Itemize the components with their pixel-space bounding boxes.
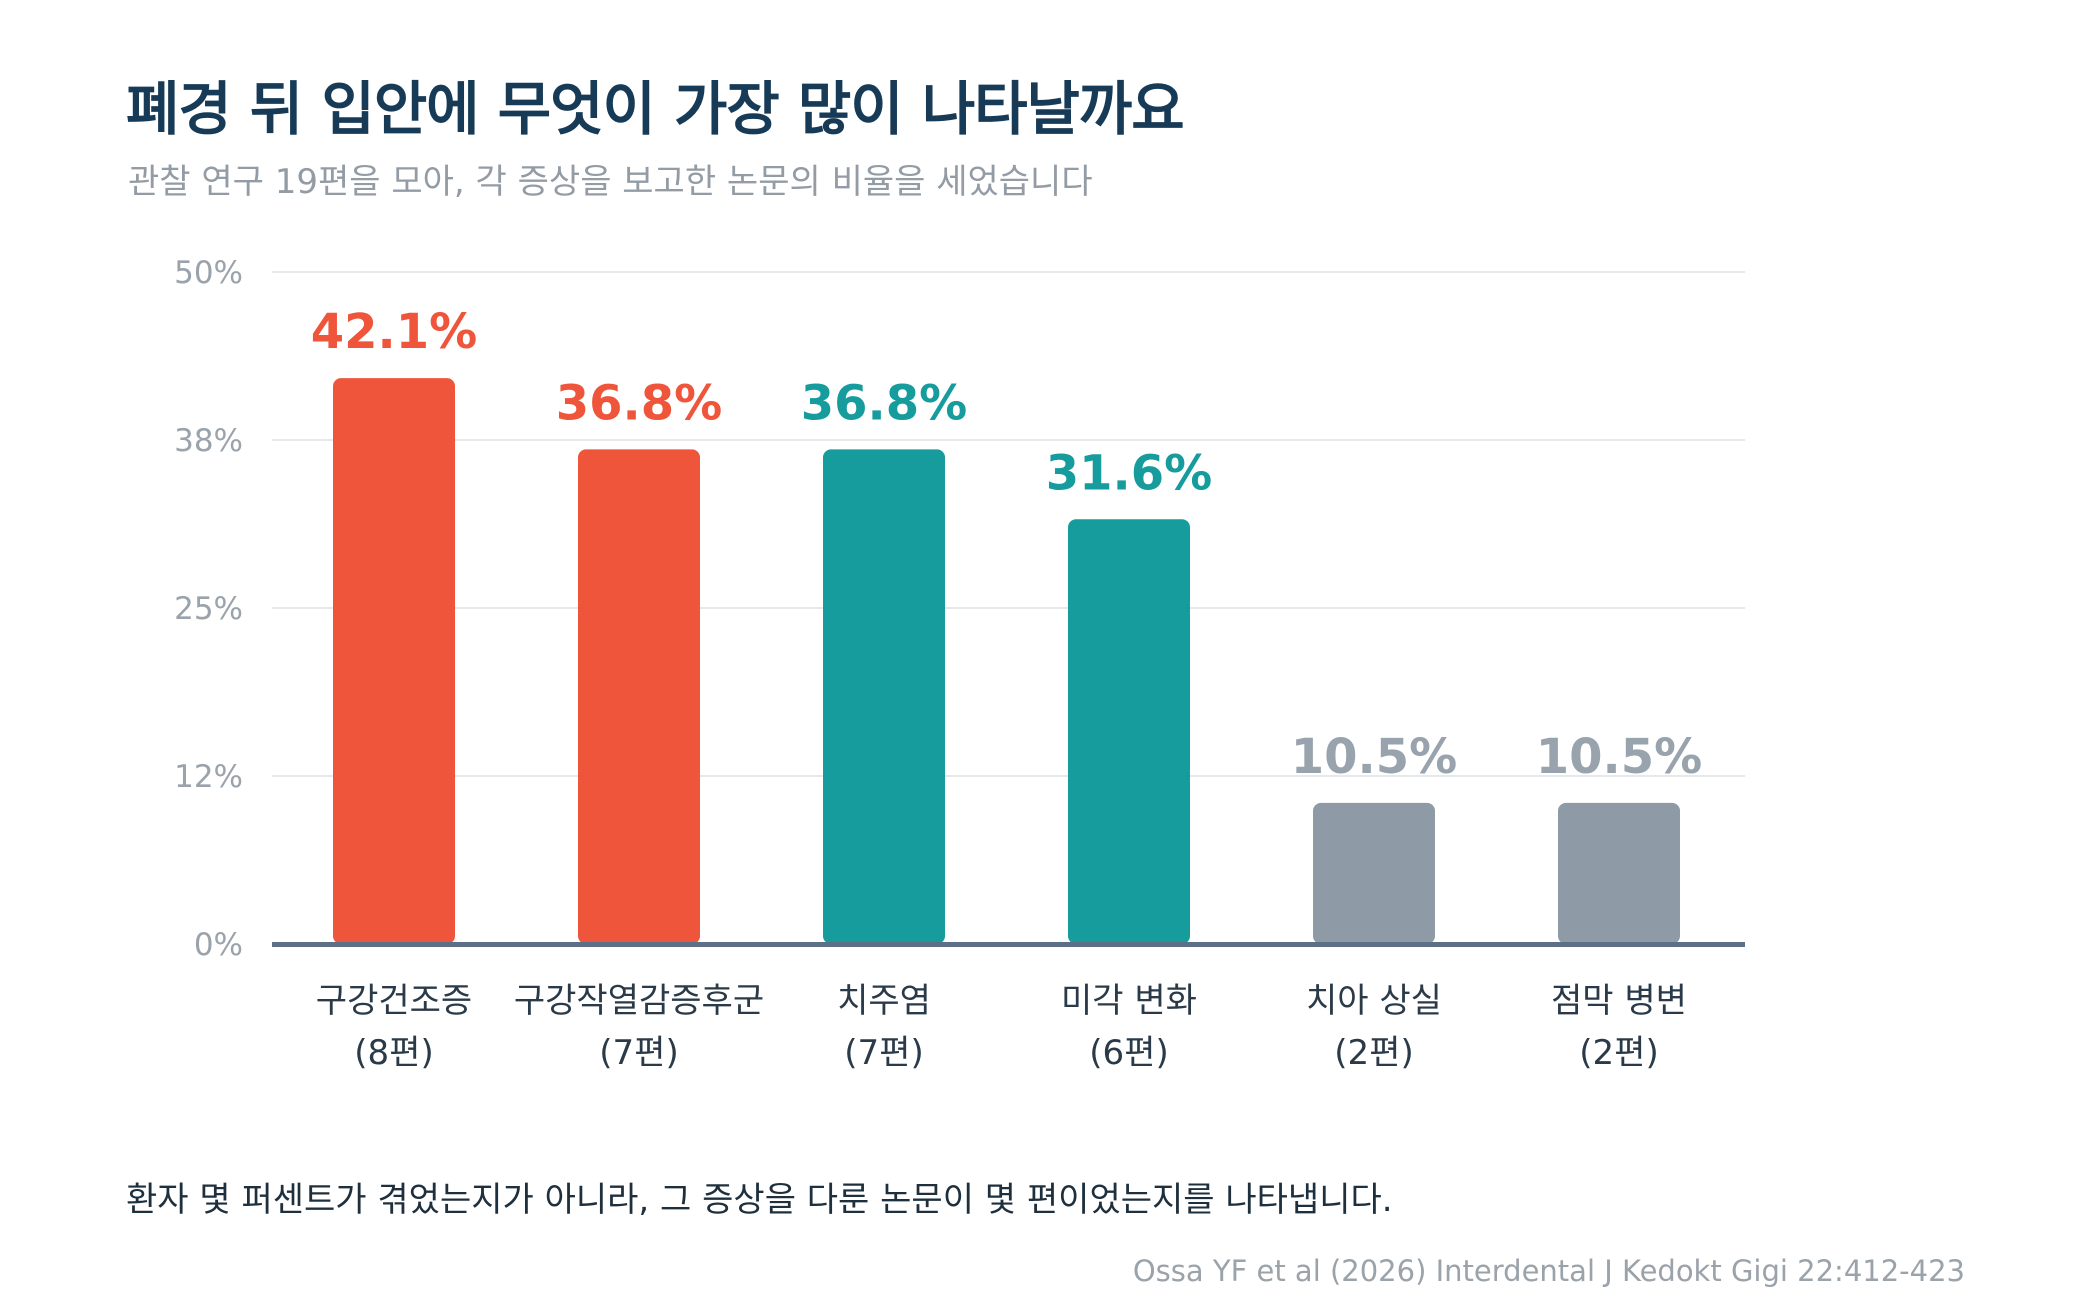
- data-label: 36.8%: [801, 375, 968, 431]
- x-tick-count: (2편): [1579, 1033, 1658, 1073]
- x-tick-label: 치아 상실: [1306, 981, 1442, 1021]
- x-tick-count: (8편): [354, 1033, 433, 1073]
- y-tick-label: 25%: [174, 591, 243, 627]
- data-label: 10.5%: [1536, 729, 1703, 785]
- x-tick-label: 구강작열감증후군: [514, 981, 764, 1021]
- data-label: 10.5%: [1291, 729, 1458, 785]
- x-tick-label: 구강건조증: [316, 981, 472, 1021]
- chart-subtitle: 관찰 연구 19편을 모아, 각 증상을 보고한 논문의 비율을 세었습니다: [128, 162, 1093, 202]
- footnote: 환자 몇 퍼센트가 겪었는지가 아니라, 그 증상을 다룬 논문이 몇 편이었는…: [126, 1180, 1393, 1220]
- x-tick-label: 미각 변화: [1061, 981, 1197, 1021]
- y-tick-label: 38%: [174, 423, 243, 459]
- data-label: 31.6%: [1046, 445, 1213, 501]
- y-tick-label: 0%: [194, 927, 243, 963]
- bar: [823, 449, 945, 944]
- y-tick-label: 12%: [174, 759, 243, 795]
- bar: [1313, 802, 1435, 944]
- bar: [1558, 802, 1680, 944]
- x-tick-count: (7편): [844, 1033, 923, 1073]
- bar-chart: 0% 12% 25% 38% 50% 42.1% 구강건조증 (8편) 36.8% 구강작열감증후…: [174, 255, 1745, 1073]
- x-tick-count: (6편): [1089, 1033, 1168, 1073]
- bar: [1068, 519, 1190, 944]
- data-label: 36.8%: [556, 375, 723, 431]
- chart-title: 폐경 뒤 입안에 무엇이 가장 많이 나타날까요: [126, 75, 1185, 143]
- x-tick-label: 점막 병변: [1551, 981, 1687, 1021]
- source-citation: Ossa YF et al (2026) Interdental J Kedok…: [1132, 1254, 1965, 1288]
- x-tick-count: (7편): [599, 1033, 678, 1073]
- x-tick-count: (2편): [1334, 1033, 1413, 1073]
- x-tick-label: 치주염: [837, 981, 931, 1021]
- x-axis-line: [272, 942, 1745, 947]
- y-tick-label: 50%: [174, 255, 243, 291]
- data-label: 42.1%: [311, 304, 478, 360]
- bar: [333, 378, 455, 944]
- bar: [578, 449, 700, 944]
